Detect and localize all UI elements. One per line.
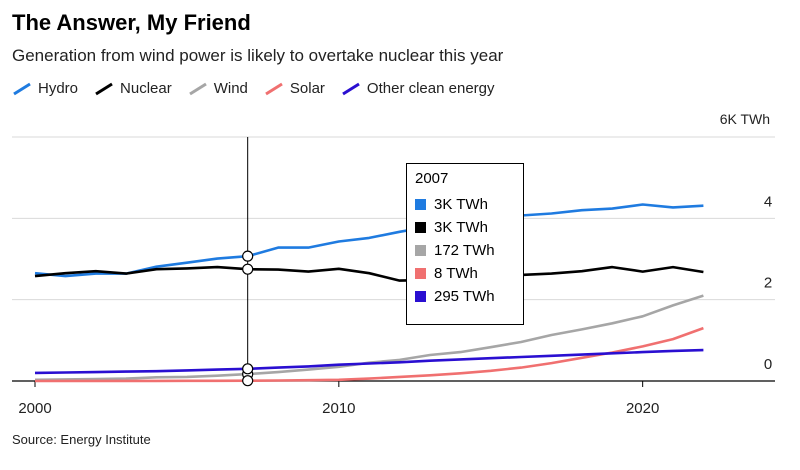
y-axis-unit-label: 6K TWh [719,111,770,127]
series-line-solar [34,326,704,383]
y-tick-label: 0 [764,356,772,373]
legend-item-wind[interactable]: Wind [188,80,248,97]
chart-subtitle: Generation from wind power is likely to … [12,46,504,65]
tooltip-swatch [415,199,426,210]
legend-label: Hydro [38,80,79,97]
legend-label: Wind [213,80,248,97]
solar-line-icon [264,82,284,96]
legend-item-other-clean-energy[interactable]: Other clean energy [341,80,495,97]
tooltip-value: 172 TWh [434,242,495,259]
tooltip-swatch [415,268,426,279]
tooltip-swatch [415,291,426,302]
hover-point-nuclear [242,263,254,275]
tooltip-value: 8 TWh [434,265,478,282]
x-tick-label: 2000 [18,400,51,417]
series-line-hydro [34,203,704,278]
legend-label: Nuclear [120,80,172,97]
tooltip-year: 2007 [415,170,449,187]
wind-line-icon [188,82,208,96]
other-clean-energy-line-icon [341,82,361,96]
source-note: Source: Energy Institute [12,432,151,447]
hover-tooltip: 2007 3K TWh 3K TWh 172 TWh 8 TWh 295 TWh [406,163,524,325]
legend-item-hydro[interactable]: Hydro [12,80,78,97]
legend-label: Other clean energy [366,80,495,97]
tooltip-row-solar: 8 TWh [415,262,515,285]
hydro-line-icon [12,82,32,96]
tooltip-value: 3K TWh [434,219,488,236]
x-tick-label: 2010 [322,400,355,417]
series-line-nuclear [34,265,704,282]
legend-label: Solar [289,80,325,97]
tooltip-swatch [415,245,426,256]
series-line-other-clean-energy [34,348,704,375]
nuclear-line-icon [94,82,114,96]
tooltip-value: 295 TWh [434,288,495,305]
chart-title: The Answer, My Friend [12,10,251,35]
tooltip-row-other-clean-energy: 295 TWh [415,285,515,308]
hover-point-solar [242,375,254,387]
hover-point-other-clean-energy [242,363,254,375]
y-tick-label: 2 [764,275,772,292]
x-tick-label: 2020 [626,400,659,417]
tooltip-row-wind: 172 TWh [415,239,515,262]
tooltip-value: 3K TWh [434,196,488,213]
tooltip-row-nuclear: 3K TWh [415,216,515,239]
tooltip-swatch [415,222,426,233]
legend-item-nuclear[interactable]: Nuclear [94,80,172,97]
legend-item-solar[interactable]: Solar [264,80,325,97]
y-tick-label: 4 [764,193,772,210]
tooltip-row-hydro: 3K TWh [415,193,515,216]
hover-point-hydro [242,250,254,262]
series-line-wind [34,294,704,382]
legend: Hydro Nuclear Wind Solar Other clean ene… [12,80,495,97]
